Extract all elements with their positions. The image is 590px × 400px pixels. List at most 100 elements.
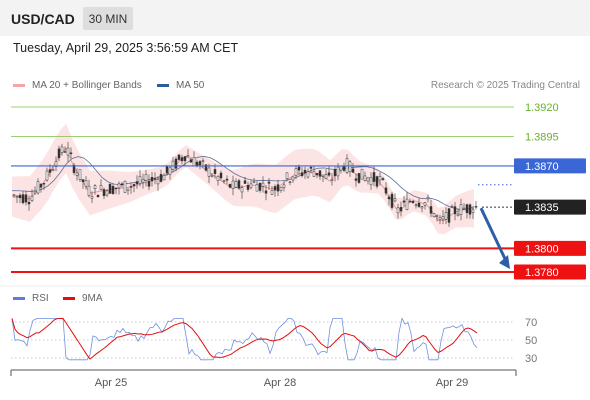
candle-body [357,173,361,183]
candle-body [324,174,328,179]
ma9-label: 9MA [82,293,103,304]
candle-body [162,175,166,181]
candle-body [246,184,250,190]
candle-body [243,180,247,184]
candle-body [222,180,226,182]
chart-header: USD/CAD 30 MIN [0,0,590,36]
candle-body [264,190,268,194]
level-label: 1.3895 [525,131,559,143]
candle-body [291,176,295,181]
candle-body [405,198,409,210]
x-axis-label: Apr 28 [264,377,296,389]
candle-body [453,206,457,215]
candle-body [207,167,211,177]
candle-body [216,175,220,181]
candle-body [180,157,184,162]
ma50-label: MA 50 [176,80,205,91]
candle-body [219,172,223,179]
candle-body [93,185,97,189]
candle-body [102,189,106,196]
candle-body [399,207,403,212]
candle-body [33,190,37,194]
candle-body [90,196,94,199]
level-label-box [514,158,586,174]
candle-body [153,178,157,180]
candle-body [69,152,73,155]
candle-body [267,181,271,184]
candle-body [186,155,190,158]
candle-body [288,181,292,183]
candle-body [462,207,466,210]
level-label-box [514,240,586,256]
candle-body [138,176,142,184]
rsi-swatch [13,297,25,300]
candle-body [87,185,91,196]
level-label: 1.3920 [525,102,559,114]
chart-datetime: Tuesday, April 29, 2025 3:56:59 AM CET [13,41,239,55]
candle-body [351,168,355,173]
candle-body [273,186,277,191]
ma50-line [11,156,475,211]
candle-body [192,157,196,167]
candle-body [75,172,79,176]
candle-body [213,169,217,174]
candle-body [72,164,76,173]
candle-body [321,174,325,177]
timeframe-button[interactable]: 30 MIN [83,7,133,30]
candle-body [105,190,109,196]
forecast-arrow-head [499,255,510,269]
candle-body [27,201,31,205]
candle-body [204,164,208,171]
candle-body [18,194,22,198]
candle-body [135,181,139,185]
candle-body [468,204,472,215]
legend-9ma: 9MA [63,293,103,304]
candle-body [150,177,154,182]
candle-body [417,203,421,207]
candle-body [81,179,85,182]
x-axis-label: Apr 25 [95,377,127,389]
candle-body [318,170,322,177]
level-label: 1.3835 [525,202,559,214]
candles-group [12,141,478,227]
legend-rsi: RSI [13,293,49,304]
candle-body [420,206,424,209]
rsi-tick-label: 70 [525,317,537,329]
candle-body [438,216,442,220]
candle-body [183,156,187,162]
candle-body [168,167,172,175]
candle-body [57,148,61,159]
legend-ma20: MA 20 + Bollinger Bands [13,80,142,91]
candle-body [348,161,352,173]
candle-body [372,172,376,182]
legend-ma50: MA 50 [157,80,204,91]
candle-body [309,166,313,169]
candle-body [378,176,382,181]
candle-body [408,200,412,203]
candle-body [147,180,151,187]
candle-body [435,215,439,217]
candle-body [444,212,448,220]
candle-body [390,193,394,208]
candle-body [465,204,469,213]
candle-body [21,194,25,204]
candle-body [30,195,34,202]
candle-body [429,206,433,214]
candle-body [366,177,370,182]
candle-body [333,169,337,177]
candle-body [360,168,364,180]
candle-body [285,172,289,179]
candle-body [270,190,274,195]
rsi-label: RSI [32,293,49,304]
candle-body [294,168,298,176]
candle-body [459,204,463,215]
candle-body [24,194,28,203]
candle-body [312,171,316,177]
candle-body [354,178,358,181]
candle-body [471,209,475,213]
candle-body [174,158,178,169]
candle-body [282,184,286,188]
candle-body [42,183,46,185]
level-label: 1.3800 [525,243,559,255]
